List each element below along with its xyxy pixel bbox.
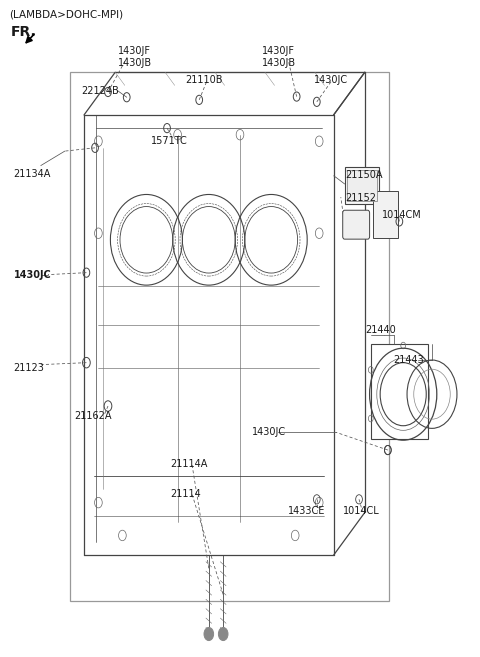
Text: FR.: FR. <box>11 25 36 39</box>
Text: 1014CM: 1014CM <box>382 210 421 221</box>
Text: 1430JC: 1430JC <box>13 269 51 280</box>
Bar <box>373 191 398 238</box>
Text: 21134A: 21134A <box>13 169 51 179</box>
FancyBboxPatch shape <box>343 210 370 239</box>
Text: 21114A: 21114A <box>170 459 208 470</box>
Bar <box>347 170 377 201</box>
Text: 21114: 21114 <box>170 489 201 499</box>
Circle shape <box>218 627 228 641</box>
Text: 21123: 21123 <box>13 363 44 373</box>
Text: 22124B: 22124B <box>82 85 120 96</box>
Circle shape <box>204 627 214 641</box>
Bar <box>345 167 379 204</box>
Text: 21110B: 21110B <box>185 75 222 85</box>
Text: 21152: 21152 <box>346 193 377 204</box>
Text: 1571TC: 1571TC <box>151 136 188 147</box>
Text: 1014CL: 1014CL <box>343 506 380 516</box>
Text: 21150A: 21150A <box>346 170 383 180</box>
Text: 1433CE: 1433CE <box>288 506 325 516</box>
Text: 1430JF
1430JB: 1430JF 1430JB <box>118 47 152 68</box>
Bar <box>371 344 428 439</box>
Text: 21440: 21440 <box>365 325 396 336</box>
Text: (LAMBDA>DOHC-MPI): (LAMBDA>DOHC-MPI) <box>10 9 124 20</box>
Text: 21162A: 21162A <box>74 411 112 421</box>
Text: 1430JC: 1430JC <box>314 75 348 85</box>
Text: 1430JF
1430JB: 1430JF 1430JB <box>262 47 296 68</box>
Text: 1430JC: 1430JC <box>252 427 286 438</box>
Bar <box>70 72 389 601</box>
Text: 21443: 21443 <box>394 355 424 365</box>
